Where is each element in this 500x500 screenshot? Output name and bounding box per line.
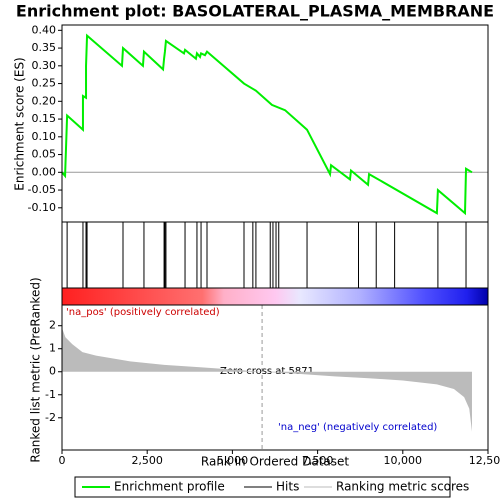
annotation-zero: Zero cross at 5871	[220, 366, 314, 377]
y-tick-label: 0.35	[32, 41, 57, 54]
y-axis-label: Enrichment score (ES)	[13, 57, 27, 190]
panel-frame	[61, 304, 489, 451]
x-axis-label: Rank in Ordered Dataset	[201, 455, 349, 469]
y-tick-label: 0.10	[32, 130, 57, 143]
legend-label: Hits	[276, 480, 299, 494]
x-tick-label: 10,000	[384, 454, 423, 467]
y-tick-label: 0.20	[32, 94, 57, 107]
chart-title: Enrichment plot: BASOLATERAL_PLASMA_MEMB…	[16, 2, 494, 21]
y-tick-label: 0.05	[32, 148, 57, 161]
metric-tick-label: 0	[49, 365, 56, 378]
annotation-pos: 'na_pos' (positively correlated)	[66, 307, 220, 318]
metric-tick-label: -1	[45, 388, 56, 401]
color-bar	[62, 288, 488, 305]
metric-tick-label: -2	[45, 411, 56, 424]
x-tick-label: 5,000	[217, 454, 249, 467]
y-tick-label: 0.30	[32, 59, 57, 72]
x-tick-label: 7,500	[302, 454, 334, 467]
x-tick-label: 12,500	[469, 454, 500, 467]
y-tick-label: 0.15	[32, 112, 57, 125]
annotation-neg: 'na_neg' (negatively correlated)	[278, 422, 437, 433]
y-tick-label: 0.40	[32, 23, 57, 36]
metric-axis-label: Ranked list metric (PreRanked)	[29, 277, 43, 462]
legend-label: Enrichment profile	[114, 480, 225, 494]
x-tick-label: 2,500	[131, 454, 163, 467]
y-tick-label: 0.00	[32, 165, 57, 178]
legend-box	[74, 476, 451, 498]
x-tick-label: 0	[59, 454, 66, 467]
y-tick-label: -0.05	[28, 183, 56, 196]
metric-tick-label: 1	[49, 342, 56, 355]
legend-label: Ranking metric scores	[336, 480, 469, 494]
y-tick-label: 0.25	[32, 77, 57, 90]
metric-tick-label: 2	[49, 319, 56, 332]
y-tick-label: -0.10	[28, 201, 56, 214]
enrichment-line	[61, 33, 473, 216]
